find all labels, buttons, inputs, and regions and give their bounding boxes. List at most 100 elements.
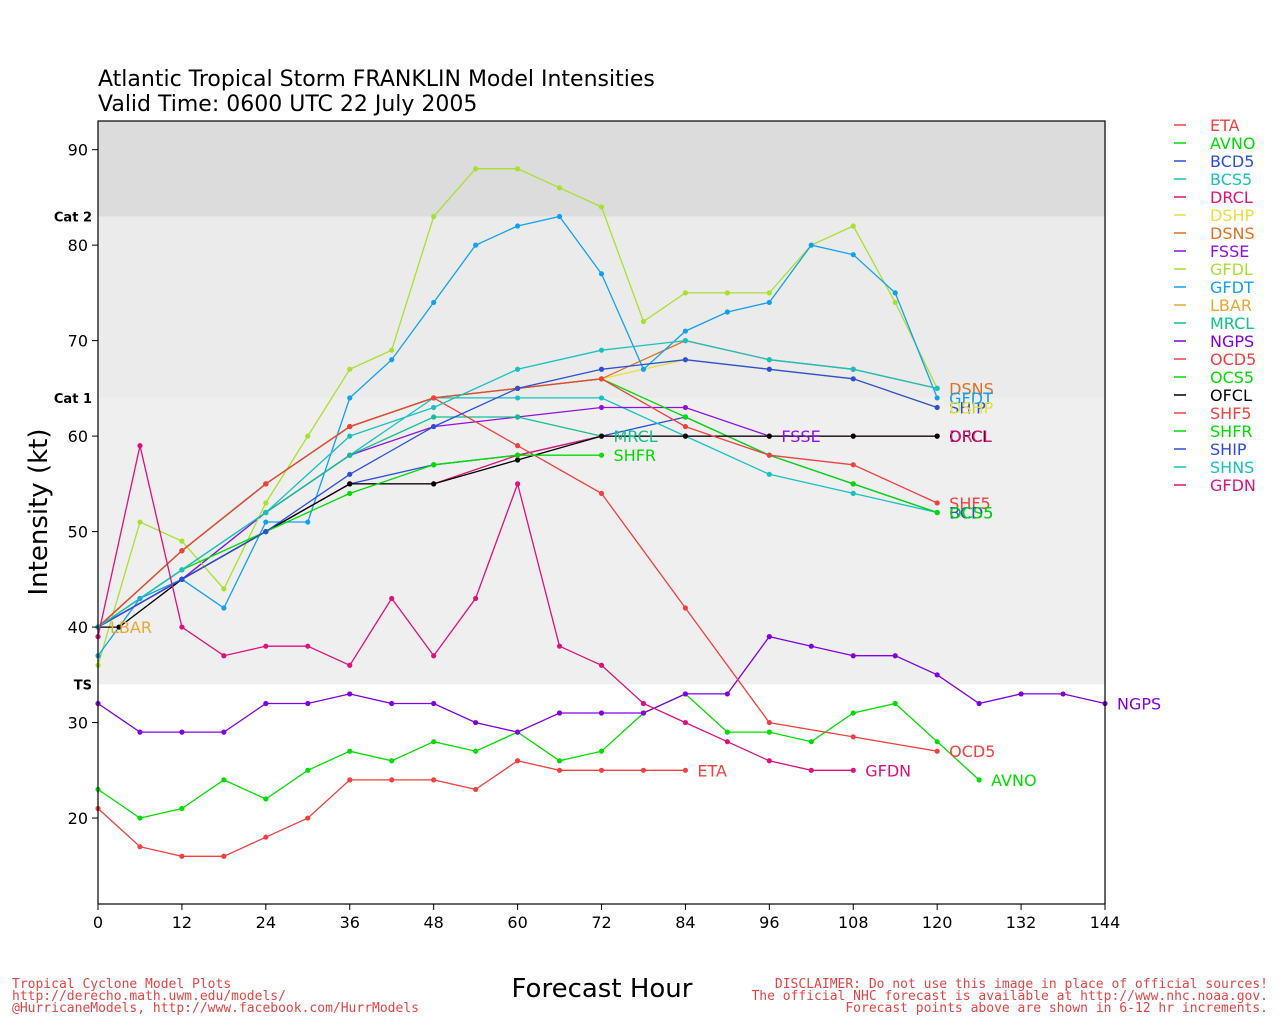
x-tick-label-48: 48 — [423, 913, 443, 932]
chart-subtitle: Valid Time: 0600 UTC 22 July 2005 — [98, 92, 477, 117]
end-label-avno: AVNO — [991, 771, 1036, 790]
footer-left-line-2: http://derecho.math.uwm.edu/models/ — [12, 989, 286, 1004]
point-ngps-10 — [514, 729, 521, 735]
point-avno-4 — [263, 796, 269, 802]
point-gfdt-8 — [431, 299, 437, 306]
point-fsse-7 — [682, 404, 689, 411]
point-gfdl-2 — [179, 538, 185, 544]
end-label-gfdn: GFDN — [865, 761, 911, 780]
point-eta-13 — [640, 767, 647, 773]
point-ngps-13 — [640, 710, 647, 716]
legend-label-mrcl: MRCL — [1210, 314, 1254, 333]
band-cat-2 — [98, 121, 1105, 217]
end-label-shfr: SHFR — [614, 446, 657, 465]
x-tick-label-0: 0 — [93, 913, 103, 932]
point-gfdn-2 — [179, 624, 185, 630]
end-label-mrcl: MRCL — [614, 427, 658, 446]
y-axis-title: Intensity (kt) — [24, 429, 54, 596]
point-gfdl-3 — [221, 586, 227, 592]
point-ocd5-6 — [598, 490, 605, 497]
footer-right-line-1: DISCLAIMER: Do not use this image in pla… — [775, 977, 1268, 992]
point-ship-3 — [347, 471, 353, 477]
end-label-bcd5: BCD5 — [949, 504, 993, 523]
point-gfdl-9 — [473, 166, 479, 172]
point-ngps-8 — [431, 700, 437, 707]
point-gfdl-7 — [389, 347, 395, 353]
point-ofcl-6 — [514, 457, 521, 463]
point-shns-5 — [514, 366, 521, 372]
point-gfdt-14 — [682, 328, 689, 334]
point-ngps-17 — [808, 643, 814, 649]
point-ngps-2 — [179, 729, 185, 735]
point-shns-8 — [766, 357, 772, 363]
point-gfdl-13 — [640, 318, 647, 325]
legend-label-avno: AVNO — [1210, 134, 1255, 153]
point-ocs5-7 — [682, 414, 689, 420]
point-ngps-21 — [976, 700, 982, 707]
point-ngps-14 — [682, 691, 689, 697]
legend-label-ocs5: OCS5 — [1210, 368, 1254, 387]
footer-left-line-3: @HurricaneModels, http://www.facebook.co… — [12, 1001, 419, 1016]
point-ship-9 — [850, 376, 856, 382]
point-fsse-6 — [598, 404, 605, 411]
point-gfdl-6 — [347, 366, 353, 372]
point-ngps-11 — [556, 710, 563, 716]
point-shf5-8 — [766, 452, 772, 458]
model-series — [95, 166, 1108, 859]
point-ship-4 — [431, 423, 437, 430]
point-avno-18 — [850, 710, 856, 716]
point-avno-8 — [431, 739, 437, 745]
point-shns-9 — [850, 366, 856, 372]
point-gfdl-10 — [514, 166, 521, 172]
point-shns-1 — [179, 567, 185, 573]
x-tick-label-36: 36 — [340, 913, 360, 932]
legend-label-ofcl: OFCL — [1210, 386, 1252, 405]
intensity-category-bands: TS Cat 1 Cat 2 — [54, 121, 1105, 693]
point-ngps-22 — [1018, 691, 1024, 697]
x-tick-label-24: 24 — [256, 913, 276, 932]
legend-label-dsns: DSNS — [1210, 224, 1255, 243]
x-tick-label-84: 84 — [675, 913, 695, 932]
point-eta-11 — [556, 767, 563, 773]
legend-label-drcl: DRCL — [1210, 188, 1253, 207]
point-gfdn-16 — [766, 758, 772, 764]
end-label-fsse: FSSE — [781, 427, 820, 446]
point-eta-3 — [221, 853, 227, 859]
point-ship-10 — [934, 404, 940, 411]
point-avno-12 — [598, 748, 605, 754]
point-gfdt-11 — [556, 213, 563, 220]
point-eta-9 — [473, 786, 479, 793]
legend-label-shns: SHNS — [1210, 458, 1254, 477]
y-tick-label-80: 80 — [68, 236, 88, 255]
point-ocd5-7 — [682, 605, 689, 611]
footer-right-line-2: The official NHC forecast is available a… — [751, 989, 1268, 1004]
point-shns-10 — [934, 385, 940, 391]
footer-left-line-1: Tropical Cyclone Model Plots — [12, 977, 231, 992]
point-shns-6 — [598, 347, 605, 353]
point-gfdn-18 — [850, 767, 856, 773]
point-bcs5-6 — [598, 395, 605, 401]
point-avno-3 — [221, 777, 227, 783]
point-gfdl-14 — [682, 290, 689, 296]
point-gfdl-19 — [892, 299, 898, 306]
series-line-ofcl — [98, 435, 938, 628]
point-ocs5-10 — [934, 509, 940, 516]
point-gfdn-12 — [598, 662, 605, 668]
point-gfdn-7 — [389, 595, 395, 602]
x-tick-label-132: 132 — [1006, 913, 1037, 932]
end-label-gfdt: GFDT — [949, 389, 993, 408]
end-label-dsns: DSNS — [949, 379, 994, 398]
point-gfdt-9 — [473, 242, 479, 248]
series-line-avno — [97, 693, 980, 819]
point-ngps-6 — [347, 691, 353, 697]
point-gfdt-6 — [347, 395, 353, 401]
point-ship-6 — [598, 366, 605, 372]
point-eta-12 — [598, 767, 605, 773]
legend-label-gfdl: GFDL — [1210, 260, 1253, 279]
point-shf5-6 — [598, 376, 605, 382]
point-avno-7 — [389, 758, 395, 764]
point-shf5-4 — [431, 395, 437, 401]
point-shfr-3 — [347, 490, 353, 497]
point-avno-19 — [892, 700, 898, 707]
point-ngps-18 — [850, 653, 856, 659]
